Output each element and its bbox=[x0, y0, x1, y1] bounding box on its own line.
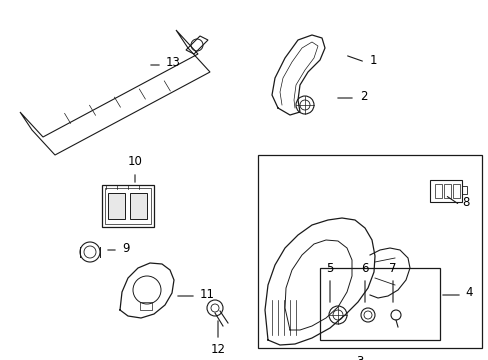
Text: 9: 9 bbox=[122, 242, 129, 255]
Text: 5: 5 bbox=[325, 262, 333, 275]
Bar bbox=[461, 186, 466, 194]
Text: 7: 7 bbox=[388, 262, 396, 275]
Bar bbox=[452, 184, 459, 198]
Bar bbox=[102, 185, 154, 227]
Bar bbox=[108, 193, 125, 219]
Text: 2: 2 bbox=[359, 90, 367, 103]
Text: 13: 13 bbox=[165, 57, 181, 69]
Bar bbox=[140, 302, 152, 310]
Bar bbox=[258, 155, 481, 348]
Text: 8: 8 bbox=[461, 195, 468, 208]
Text: 3: 3 bbox=[356, 355, 363, 360]
Bar bbox=[130, 193, 147, 219]
Text: 1: 1 bbox=[369, 54, 377, 67]
Text: 6: 6 bbox=[361, 262, 368, 275]
Text: 11: 11 bbox=[200, 288, 215, 301]
Bar bbox=[429, 180, 461, 202]
Text: 4: 4 bbox=[464, 287, 471, 300]
Text: 10: 10 bbox=[127, 155, 142, 168]
Bar bbox=[443, 184, 450, 198]
Bar bbox=[319, 268, 439, 340]
Bar bbox=[105, 188, 151, 224]
Text: 12: 12 bbox=[210, 343, 225, 356]
Bar bbox=[434, 184, 441, 198]
